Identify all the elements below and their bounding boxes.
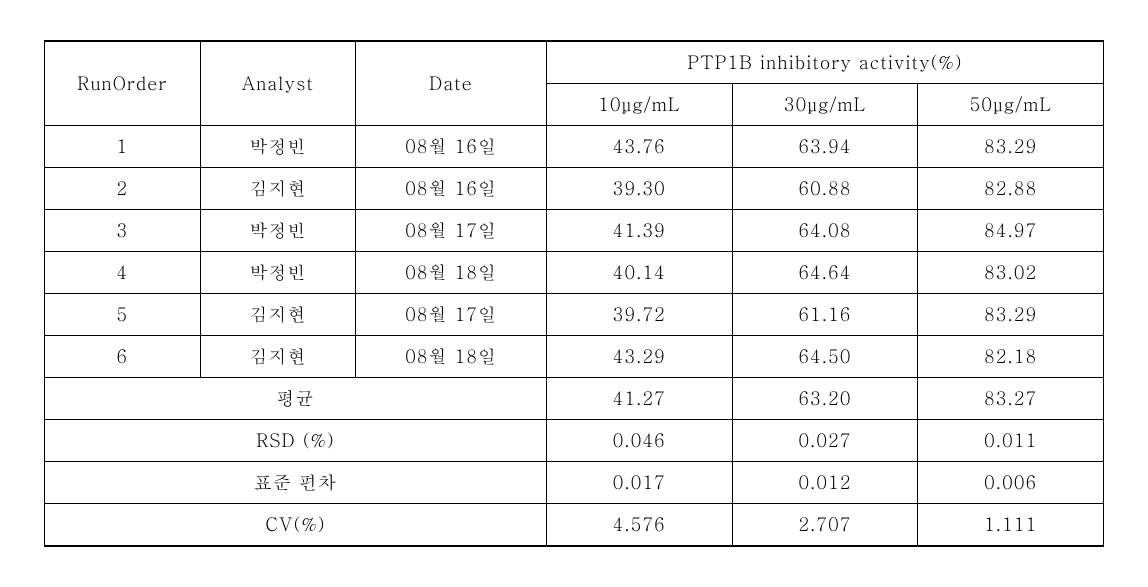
summary-v10: 0.017	[546, 462, 732, 504]
summary-v30: 2.707	[732, 504, 918, 547]
table-row: 3 박정빈 08월 17일 41.39 64.08 84.97	[45, 210, 1104, 252]
cell-date: 08월 16일	[356, 168, 547, 210]
cell-run: 1	[45, 126, 201, 168]
summary-v10: 41.27	[546, 378, 732, 420]
cell-v10: 43.76	[546, 126, 732, 168]
cell-v50: 82.18	[918, 336, 1104, 378]
cell-date: 08월 18일	[356, 336, 547, 378]
summary-v30: 0.027	[732, 420, 918, 462]
summary-v30: 63.20	[732, 378, 918, 420]
cell-v10: 39.72	[546, 294, 732, 336]
cell-analyst: 김지현	[200, 168, 356, 210]
summary-label: RSD (%)	[45, 420, 547, 462]
cell-v30: 60.88	[732, 168, 918, 210]
table-row: 6 김지현 08월 18일 43.29 64.50 82.18	[45, 336, 1104, 378]
cell-analyst: 박정빈	[200, 126, 356, 168]
summary-v50: 1.111	[918, 504, 1104, 547]
cell-v10: 43.29	[546, 336, 732, 378]
table-row: 5 김지현 08월 17일 39.72 61.16 83.29	[45, 294, 1104, 336]
summary-row-cv: CV(%) 4.576 2.707 1.111	[45, 504, 1104, 547]
table-row: 4 박정빈 08월 18일 40.14 64.64 83.02	[45, 252, 1104, 294]
summary-v50: 83.27	[918, 378, 1104, 420]
cell-run: 3	[45, 210, 201, 252]
col-header-10: 10μg/mL	[546, 84, 732, 126]
col-header-runorder: RunOrder	[45, 41, 201, 126]
cell-v10: 41.39	[546, 210, 732, 252]
col-header-group: PTP1B inhibitory activity(%)	[546, 41, 1103, 84]
cell-v50: 83.29	[918, 294, 1104, 336]
summary-v10: 4.576	[546, 504, 732, 547]
summary-label: CV(%)	[45, 504, 547, 547]
col-header-date: Date	[356, 41, 547, 126]
data-table: RunOrder Analyst Date PTP1B inhibitory a…	[44, 40, 1104, 547]
summary-row-std: 표준 편차 0.017 0.012 0.006	[45, 462, 1104, 504]
summary-label: 표준 편차	[45, 462, 547, 504]
cell-v30: 64.50	[732, 336, 918, 378]
table-body: 1 박정빈 08월 16일 43.76 63.94 83.29 2 김지현 08…	[45, 126, 1104, 547]
cell-date: 08월 18일	[356, 252, 547, 294]
col-header-analyst: Analyst	[200, 41, 356, 126]
summary-v30: 0.012	[732, 462, 918, 504]
cell-run: 2	[45, 168, 201, 210]
table-row: 2 김지현 08월 16일 39.30 60.88 82.88	[45, 168, 1104, 210]
cell-analyst: 박정빈	[200, 210, 356, 252]
cell-date: 08월 17일	[356, 210, 547, 252]
cell-run: 4	[45, 252, 201, 294]
summary-v50: 0.011	[918, 420, 1104, 462]
cell-v10: 39.30	[546, 168, 732, 210]
cell-analyst: 박정빈	[200, 252, 356, 294]
cell-v50: 82.88	[918, 168, 1104, 210]
cell-analyst: 김지현	[200, 294, 356, 336]
col-header-50: 50μg/mL	[918, 84, 1104, 126]
cell-v10: 40.14	[546, 252, 732, 294]
summary-v10: 0.046	[546, 420, 732, 462]
cell-analyst: 김지현	[200, 336, 356, 378]
summary-label: 평균	[45, 378, 547, 420]
cell-v30: 61.16	[732, 294, 918, 336]
cell-date: 08월 17일	[356, 294, 547, 336]
cell-date: 08월 16일	[356, 126, 547, 168]
summary-v50: 0.006	[918, 462, 1104, 504]
col-header-30: 30μg/mL	[732, 84, 918, 126]
cell-run: 6	[45, 336, 201, 378]
cell-v50: 84.97	[918, 210, 1104, 252]
cell-run: 5	[45, 294, 201, 336]
cell-v30: 63.94	[732, 126, 918, 168]
cell-v30: 64.08	[732, 210, 918, 252]
summary-row-rsd: RSD (%) 0.046 0.027 0.011	[45, 420, 1104, 462]
cell-v50: 83.02	[918, 252, 1104, 294]
summary-row-mean: 평균 41.27 63.20 83.27	[45, 378, 1104, 420]
cell-v50: 83.29	[918, 126, 1104, 168]
table-row: 1 박정빈 08월 16일 43.76 63.94 83.29	[45, 126, 1104, 168]
cell-v30: 64.64	[732, 252, 918, 294]
